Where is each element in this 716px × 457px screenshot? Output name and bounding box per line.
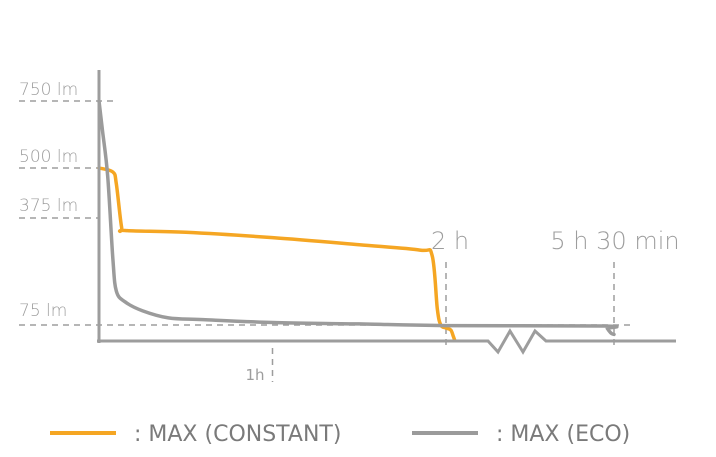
tick-labels: 750 lm 500 lm 375 lm 75 lm 1h 2 h 5 h 30 min	[19, 80, 680, 384]
axes	[97, 70, 676, 355]
legend-label-1: : MAX (ECO)	[496, 422, 630, 447]
x-axis	[97, 328, 676, 355]
x-tick-label-1: 2 h	[431, 227, 469, 255]
x-tick-label-2: 5 h 30 min	[550, 227, 679, 255]
y-tick-label-1: 500 lm	[19, 147, 78, 167]
legend: : MAX (CONSTANT) : MAX (ECO)	[50, 422, 630, 447]
y-tick-label-2: 375 lm	[19, 196, 78, 216]
series-line-0	[97, 166, 457, 342]
legend-label-0: : MAX (CONSTANT)	[134, 422, 341, 447]
x-tick-label-0: 1h	[246, 366, 265, 384]
y-tick-label-0: 750 lm	[19, 80, 78, 100]
series-line-1	[97, 99, 619, 337]
y-tick-label-3: 75 lm	[19, 301, 67, 321]
series-layer	[97, 99, 619, 342]
